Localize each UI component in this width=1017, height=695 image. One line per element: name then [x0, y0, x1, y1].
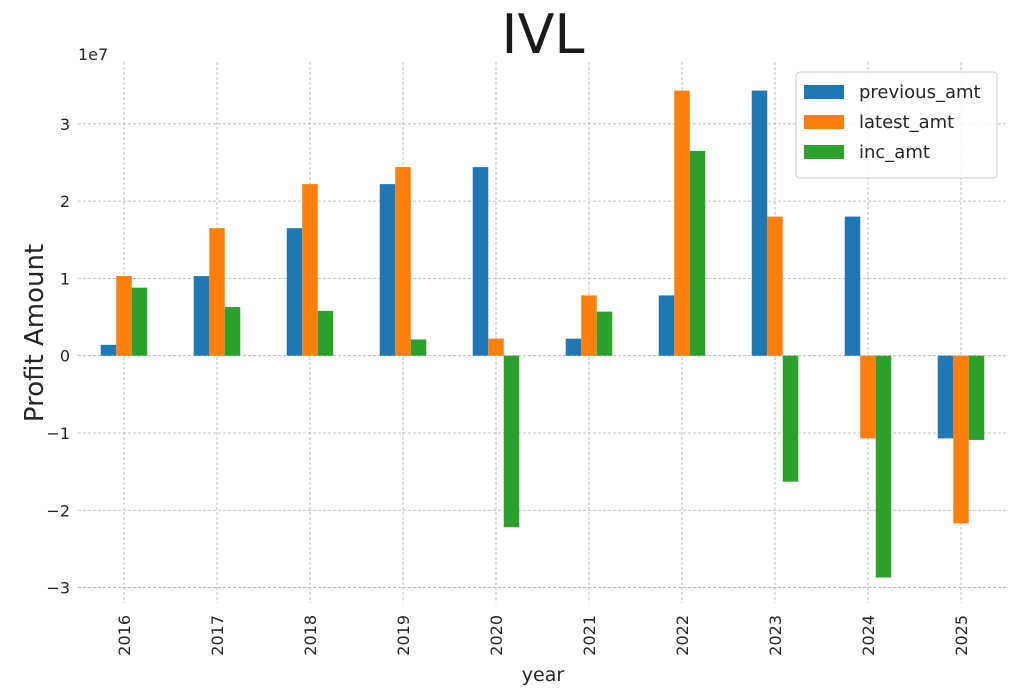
x-tick-label: 2025	[952, 615, 971, 656]
y-tick-label: −2	[46, 501, 70, 520]
bar-latest_amt-2016	[116, 276, 132, 356]
bar-latest_amt-2020	[488, 338, 504, 356]
bar-previous_amt-2016	[100, 344, 117, 356]
legend-swatch-latest_amt	[804, 115, 844, 129]
bar-inc_amt-2025	[968, 355, 985, 440]
y-tick-label: 2	[60, 192, 70, 211]
y-tick-label: 3	[60, 115, 70, 134]
bar-previous_amt-2018	[286, 228, 303, 356]
x-tick-label: 2018	[301, 615, 320, 656]
bar-latest_amt-2022	[674, 90, 690, 356]
x-tick-label: 2024	[859, 615, 878, 656]
bar-inc_amt-2020	[503, 355, 520, 528]
bar-previous_amt-2020	[472, 167, 489, 356]
bar-inc_amt-2018	[317, 310, 334, 356]
bar-inc_amt-2021	[596, 311, 613, 356]
legend-label-latest_amt: latest_amt	[859, 112, 954, 133]
bar-previous_amt-2022	[658, 295, 675, 356]
bars	[100, 90, 985, 578]
bar-inc_amt-2022	[689, 150, 706, 356]
bar-latest_amt-2018	[302, 184, 318, 356]
bar-inc_amt-2023	[782, 355, 799, 482]
bar-previous_amt-2019	[379, 184, 396, 356]
chart-title: IVL	[502, 3, 585, 66]
bar-inc_amt-2019	[410, 339, 427, 356]
bar-latest_amt-2023	[767, 216, 783, 356]
x-tick-label: 2021	[580, 615, 599, 656]
bar-latest_amt-2025	[953, 355, 969, 524]
bar-previous_amt-2021	[565, 338, 582, 356]
x-axis-ticks: 2016 2017 2018 2019 2020 2021 2022 2023 2024 2025	[115, 615, 971, 656]
x-tick-label: 2023	[766, 615, 785, 656]
x-tick-label: 2020	[487, 615, 506, 656]
bar-latest_amt-2017	[209, 228, 225, 356]
bar-previous_amt-2017	[193, 276, 210, 356]
legend: previous_amt latest_amt inc_amt	[795, 71, 998, 179]
y-axis-ticks: −3 −2 −1 0 1 2 3	[46, 115, 70, 598]
legend-label-previous_amt: previous_amt	[859, 82, 981, 103]
bar-previous_amt-2024	[844, 216, 861, 356]
x-tick-label: 2017	[208, 615, 227, 656]
bar-inc_amt-2017	[224, 306, 241, 356]
bar-previous_amt-2023	[751, 90, 768, 356]
x-tick-label: 2016	[115, 615, 134, 656]
y-axis-label: Profit Amount	[20, 244, 50, 422]
y-scale-label: 1e7	[78, 45, 108, 64]
bar-latest_amt-2024	[860, 355, 876, 439]
bar-latest_amt-2021	[581, 295, 597, 356]
x-tick-label: 2019	[394, 615, 413, 656]
legend-swatch-previous_amt	[804, 85, 844, 99]
legend-swatch-inc_amt	[804, 145, 844, 159]
bar-latest_amt-2019	[395, 167, 411, 356]
bar-inc_amt-2024	[875, 355, 892, 578]
y-tick-label: −1	[46, 424, 70, 443]
bar-inc_amt-2016	[131, 287, 148, 356]
y-tick-label: 1	[60, 269, 70, 288]
x-axis-label: year	[522, 664, 565, 686]
bar-previous_amt-2025	[937, 355, 954, 439]
y-tick-label: 0	[60, 347, 70, 366]
y-tick-label: −3	[46, 579, 70, 598]
legend-box	[795, 71, 998, 179]
x-tick-label: 2022	[673, 615, 692, 656]
legend-label-inc_amt: inc_amt	[859, 142, 930, 163]
